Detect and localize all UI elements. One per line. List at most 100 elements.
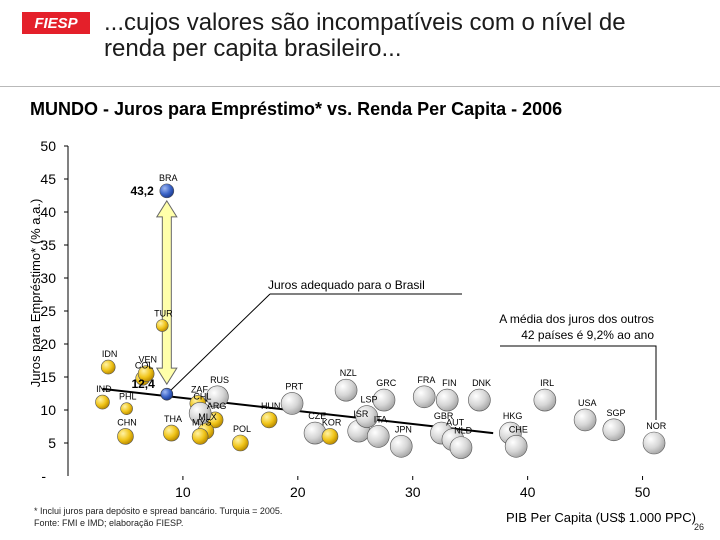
point-label-isr: ISR: [353, 409, 369, 419]
point-chl: [188, 401, 212, 425]
point-label-kor: KOR: [322, 417, 342, 427]
logo-text: FIESP: [34, 15, 78, 32]
point-sgp: [602, 418, 626, 442]
point-label-fin: FIN: [442, 378, 457, 388]
y-axis-label: Juros para Empréstimo* (% a.a.): [28, 199, 43, 388]
callout-leader-line: [166, 293, 271, 395]
point-brazil-adequate: [160, 387, 174, 401]
point-mys: [191, 428, 209, 445]
point-grc: [372, 388, 396, 412]
point-hun: [260, 411, 278, 429]
point-kor: [321, 428, 339, 445]
fiesp-logo: FIESP: [22, 12, 90, 34]
point-label-nor: NOR: [646, 421, 667, 431]
point-nld: [449, 436, 473, 459]
point-chn: [117, 428, 134, 445]
point-ind: [95, 394, 110, 410]
point-label-ind: IND: [96, 384, 112, 394]
point-label-aut: AUT: [446, 418, 465, 428]
point-dnk: [468, 388, 491, 412]
point-label-usa: USA: [578, 398, 597, 408]
point-label-ita: ITA: [374, 414, 387, 424]
point-label-nld: NLD: [454, 426, 473, 436]
point-label-chl: CHL: [193, 391, 211, 401]
y-tick-label: 5: [48, 435, 56, 451]
point-label-sgp: SGP: [607, 408, 626, 418]
point-label-hkg: HKG: [503, 411, 523, 421]
point-label-che: CHE: [509, 424, 528, 434]
header-divider: [0, 86, 720, 87]
point-bra: [159, 183, 175, 199]
slide-title-line-1: ...cujos valores são incompatíveis com o…: [104, 9, 626, 36]
x-tick-label: 20: [290, 484, 306, 500]
y-tick-label: -: [41, 468, 46, 484]
y-tick-label: 45: [40, 171, 56, 187]
point-tur: [155, 319, 169, 332]
point-pol: [232, 434, 249, 452]
point-che: [504, 434, 528, 458]
point-label-grc: GRC: [376, 378, 397, 388]
point-label-col: COL: [135, 360, 154, 370]
point-fra: [412, 385, 436, 409]
point-label-arg: ARG: [207, 401, 227, 411]
point-label-mlx: MLX: [198, 412, 217, 422]
point-tha: [163, 424, 180, 442]
point-label-lsp: LSP: [360, 395, 377, 405]
page-number: 26: [694, 522, 705, 532]
point-label-fra: FRA: [417, 375, 435, 385]
point-label-prt: PRT: [285, 381, 303, 391]
point-label-dnk: DNK: [472, 378, 491, 388]
x-axis-label: PIB Per Capita (US$ 1.000 PPC): [506, 510, 696, 525]
callout-text-adequate-rate: Juros adequado para o Brasil: [268, 278, 425, 292]
point-phl: [120, 402, 133, 415]
slide-title: ...cujos valores são incompatíveis com o…: [104, 10, 704, 62]
point-label-gbr: GBR: [434, 411, 454, 421]
point-label-phl: PHL: [119, 392, 137, 402]
point-nor: [642, 431, 666, 455]
callout-bracket: [500, 345, 657, 420]
point-label-idn: IDN: [102, 349, 118, 359]
value-label-43-2: 43,2: [130, 184, 154, 198]
point-label-zaf: ZAF: [191, 384, 209, 394]
point-label-nzl: NZL: [340, 368, 357, 378]
slide-title-line-2: renda per capita brasileiro...: [104, 35, 402, 62]
axes-layer: 5 10 15 20 25 30 35 40 45 50 - 10 20 30 40 50 Juros para…: [28, 138, 696, 525]
point-label-pol: POL: [233, 424, 251, 434]
point-label-bra: BRA: [159, 173, 178, 183]
point-label-ven: VEN: [138, 355, 157, 365]
y-tick-label: 20: [40, 336, 56, 352]
y-tick-label: 35: [40, 237, 56, 253]
point-ita: [366, 425, 390, 448]
y-tick-label: 15: [40, 369, 56, 385]
point-label-rus: RUS: [210, 375, 229, 385]
x-tick-label: 50: [635, 484, 651, 500]
chart-title: MUNDO - Juros para Empréstimo* vs. Renda…: [30, 99, 563, 119]
point-usa: [573, 408, 597, 432]
x-tick-label: 10: [175, 484, 191, 500]
point-label-chn: CHN: [117, 417, 137, 427]
point-fin: [435, 388, 459, 412]
footnote-note: * Inclui juros para depósito e spread ba…: [34, 506, 283, 516]
footnote-source: Fonte: FMI e IMD; elaboração FIESP.: [34, 518, 184, 528]
point-prt: [280, 392, 304, 415]
point-idn: [100, 359, 116, 375]
double-arrow: [155, 199, 178, 386]
y-tick-label: 40: [40, 204, 56, 220]
value-label-12-4: 12,4: [131, 377, 155, 391]
y-tick-label: 50: [40, 138, 56, 154]
x-tick-label: 30: [405, 484, 421, 500]
point-label-cze: CZE: [308, 411, 326, 421]
y-tick-label: 25: [40, 303, 56, 319]
point-jpn: [389, 434, 413, 458]
points-layer: [95, 183, 666, 459]
point-label-jpn: JPN: [395, 424, 412, 434]
point-lsp: [355, 405, 379, 428]
y-tick-label: 30: [40, 270, 56, 286]
callout-text-average-line-1: A média dos juros dos outros: [499, 312, 654, 326]
point-irl: [533, 388, 557, 412]
point-label-tha: THA: [164, 414, 182, 424]
x-tick-label: 40: [520, 484, 536, 500]
point-label-irl: IRL: [540, 378, 554, 388]
